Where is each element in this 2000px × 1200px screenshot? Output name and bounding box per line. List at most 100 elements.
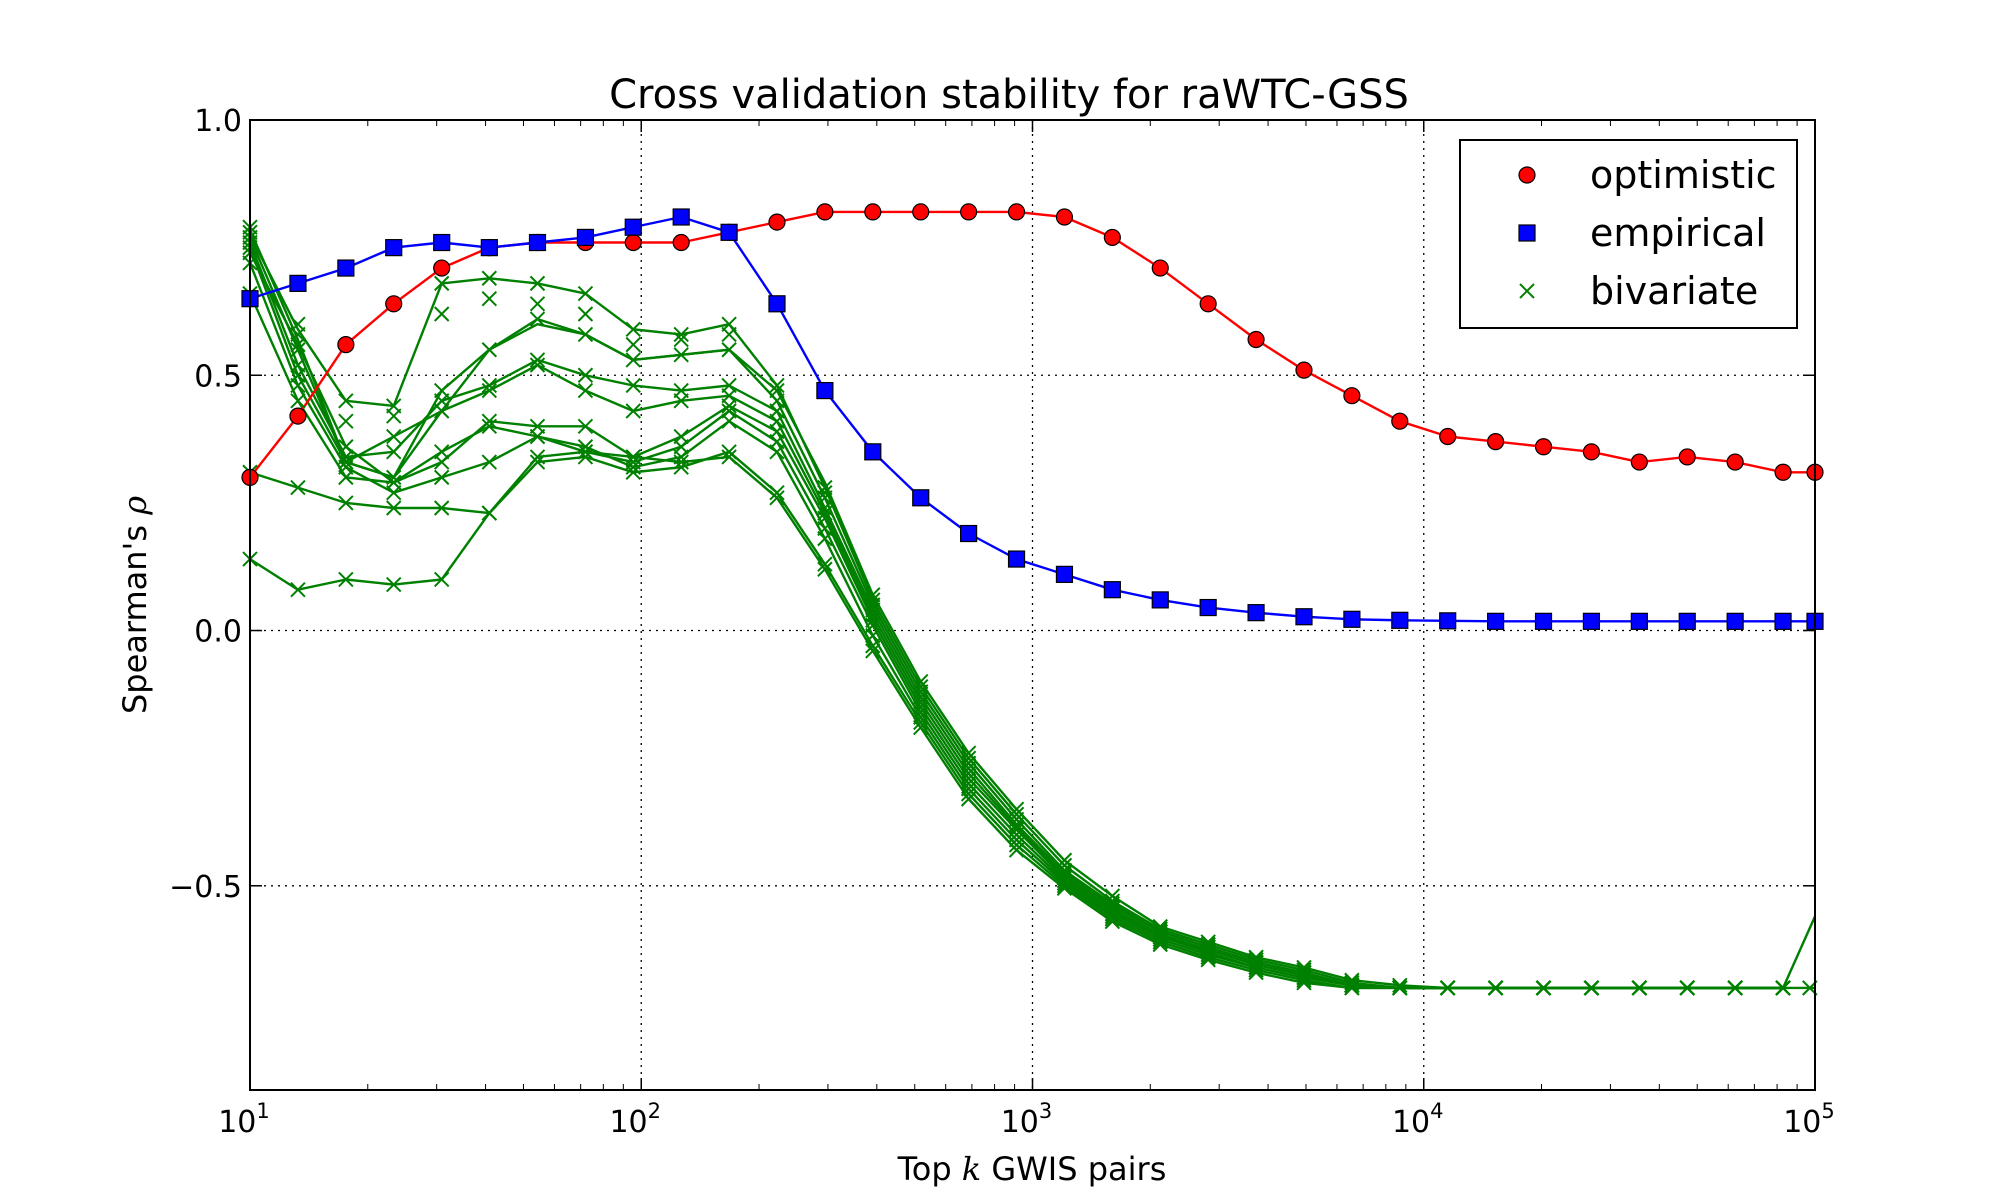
optimistic-point [1582,443,1601,461]
bivariate-point [960,791,977,807]
bivariate-point [338,571,354,588]
bivariate-point [1248,964,1264,981]
bivariate-point [817,561,833,577]
bivariate-point [769,484,785,501]
bivariate-point [338,469,354,486]
empirical-point [1103,581,1121,599]
empirical-point [528,233,547,252]
bivariate-point [338,439,354,455]
bivariate-point [721,342,737,358]
optimistic-point [1199,295,1217,313]
bivariate-point [721,449,737,465]
optimistic-point [1630,453,1648,471]
bivariate-point [673,347,689,363]
bivariate-point [1056,875,1073,891]
bivariate-point [1296,972,1312,988]
bivariate-point [290,336,306,353]
bivariate-point [721,413,737,429]
optimistic-point [1007,203,1026,221]
empirical-point [1439,612,1457,630]
legend-item: empirical [1518,211,1766,255]
bivariate-point [386,428,402,445]
x-tick-label: 105 [1783,1099,1835,1140]
empirical-point [1726,612,1744,630]
bivariate-point [433,403,450,419]
optimistic-point [1295,361,1313,379]
empirical-point [672,208,690,226]
empirical-point [576,228,595,247]
tick-labels: 101 102 103 104 105 1.0 0.5 0.0 −0.5 [169,104,1835,1140]
bivariate-point [769,490,785,506]
optimistic-point [289,407,307,425]
bivariate-point [625,336,641,353]
empirical-point [1343,610,1361,628]
bivariate-point [1056,872,1073,889]
bivariate-point [481,505,498,521]
bivariate-point [481,377,498,394]
empirical-point [1151,591,1169,609]
optimistic-point [1487,433,1505,451]
bivariate-point [290,393,306,409]
optimistic-point [385,295,403,313]
bivariate-point [1535,980,1552,996]
empirical-point [624,218,642,236]
empirical-point [1630,612,1648,630]
x-tick-label: 101 [218,1099,270,1140]
bivariate-point [1296,975,1312,991]
bivariate-point [673,326,689,343]
bivariate-point [433,500,450,516]
bivariate-point [338,393,354,409]
bivariate-point [1200,944,1216,960]
x-tick-label: 103 [1001,1099,1053,1140]
bivariate-point [625,449,641,465]
optimistic-point [337,336,355,354]
bivariate-point [1008,819,1025,835]
bivariate-point [433,469,450,486]
bivariate-point [1056,880,1073,897]
optimistic-point [1391,412,1409,430]
bivariate-point [529,311,546,327]
bivariate-point [625,403,641,419]
bivariate-point [433,444,450,460]
bivariate-point [577,449,594,465]
bivariate-point [1152,936,1168,953]
bivariate-point [721,444,737,460]
bivariate-point [481,290,498,307]
bivariate-point [338,495,354,511]
bivariate-point [338,454,354,470]
y-tick-label: −0.5 [169,870,242,905]
legend-label: empirical [1590,211,1766,255]
legend: optimistic empirical bivariate [1459,139,1798,329]
bivariate-point [817,556,833,572]
bivariate-point [1248,957,1264,973]
y-tick-label: 0.0 [194,615,242,650]
empirical-point [1534,612,1553,630]
bivariate-point [481,270,498,286]
bivariate-point [1248,962,1264,978]
bivariate-point [1248,959,1264,976]
bivariate-point [577,306,594,322]
bivariate-point [338,413,354,429]
bivariate-point [1056,878,1073,894]
legend-marker [1519,283,1535,299]
bivariate-point [433,571,450,588]
x-axis-label: Top k GWIS pairs [897,1150,1167,1188]
optimistic-point [1678,448,1696,466]
bivariate-point [1200,947,1216,963]
bivariate-point [673,331,689,348]
bivariate-point [960,786,977,802]
bivariate-point [290,479,306,496]
bivariate-point [673,454,689,470]
optimistic-point [1247,330,1265,349]
optimistic-point [1534,438,1553,456]
legend-marker [1518,224,1536,242]
x-tick-label: 102 [609,1099,661,1140]
bivariate-point [1439,980,1456,996]
optimistic-point [912,203,930,221]
bivariate-point [290,581,306,598]
bivariate-point [481,454,498,470]
optimistic-point [768,213,786,231]
bivariate-point [1344,977,1360,994]
empirical-point [433,233,451,252]
empirical-point [1391,611,1409,629]
